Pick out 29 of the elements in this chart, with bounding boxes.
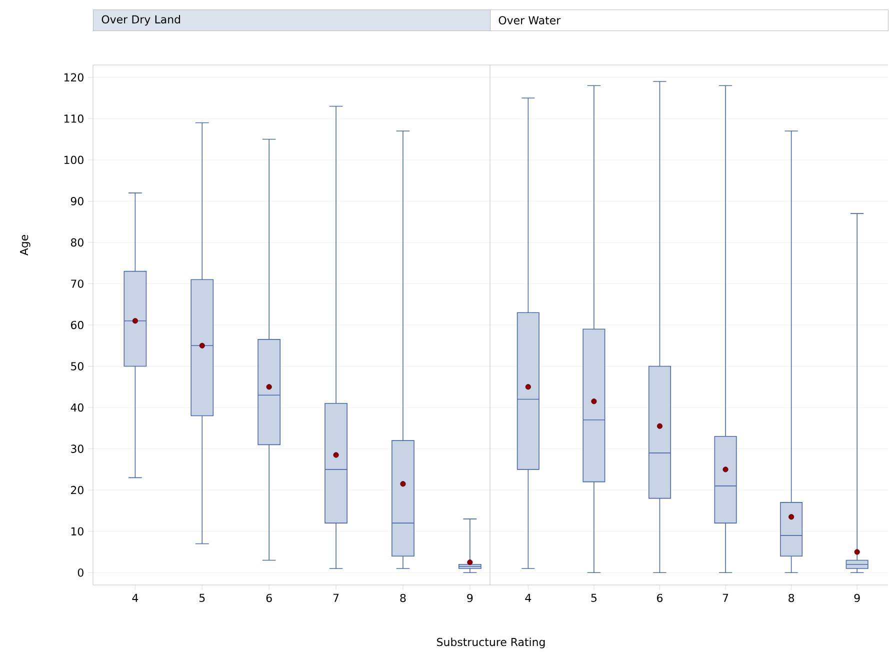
x-tick-label: 8: [400, 594, 406, 602]
y-tick-label: 80: [70, 238, 84, 247]
y-tick-label: 20: [71, 486, 84, 494]
y-axis-title: Age: [20, 234, 30, 256]
y-tick-label: 120: [64, 73, 84, 82]
x-axis-title: Substructure Rating: [437, 638, 545, 648]
x-tick-label: 7: [333, 594, 339, 602]
y-tick-label: 100: [64, 156, 84, 164]
y-tick-label: 30: [71, 444, 84, 453]
y-tick-label: 10: [71, 527, 84, 536]
y-tick-label: 40: [70, 403, 84, 412]
x-tick-label: 4: [132, 594, 138, 602]
y-tick-label: 110: [64, 114, 84, 123]
x-tick-label: 4: [525, 594, 532, 602]
y-tick-label: 60: [70, 320, 84, 330]
x-tick-label: 7: [722, 594, 728, 602]
y-tick-label: 50: [71, 362, 84, 370]
chart-title: Over Dry Land: [102, 15, 180, 26]
chart-title: Over Water: [498, 16, 561, 24]
x-tick-label: 9: [467, 594, 473, 602]
x-tick-label: 8: [788, 594, 794, 602]
x-tick-label: 6: [657, 594, 663, 602]
y-tick-label: 70: [71, 280, 84, 288]
y-tick-label: 0: [78, 568, 84, 577]
x-tick-label: 9: [854, 594, 860, 602]
x-tick-label: 5: [199, 594, 205, 602]
x-tick-label: 6: [266, 594, 272, 602]
y-tick-label: 90: [70, 197, 84, 206]
x-tick-label: 5: [591, 594, 596, 602]
